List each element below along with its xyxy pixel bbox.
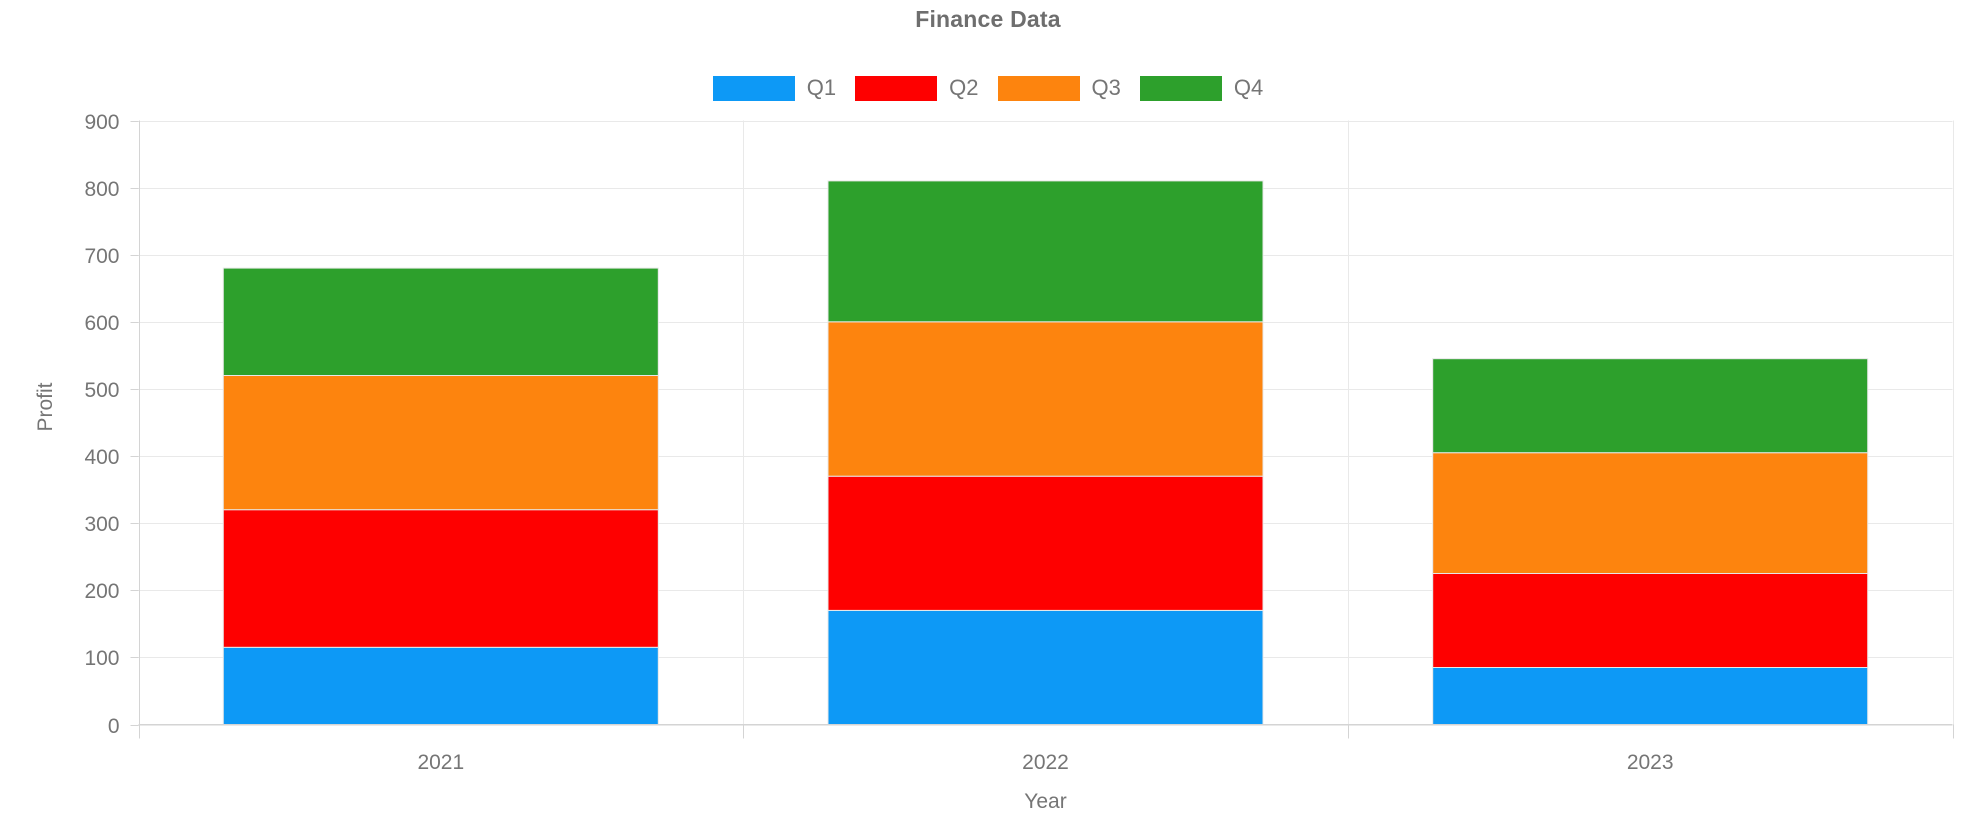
x-axis-title: Year: [1024, 790, 1067, 813]
y-tick-label-900: 900: [84, 111, 119, 134]
bar-2021-q2-segment[interactable]: [222, 509, 659, 648]
legend: Q1 Q2 Q3 Q4: [0, 72, 1976, 104]
y-tick-label-700: 700: [84, 245, 119, 268]
bar-2023-q3-segment[interactable]: [1432, 452, 1869, 575]
y-tick-label-500: 500: [84, 379, 119, 402]
legend-label-q3: Q3: [1091, 75, 1121, 100]
legend-label-q2: Q2: [949, 75, 979, 100]
x-tick-label-2023: 2023: [1627, 751, 1674, 774]
bar-2023-q4-segment[interactable]: [1432, 358, 1869, 454]
x-tick-label-2021: 2021: [417, 751, 464, 774]
legend-swatch-q4: [1139, 75, 1222, 101]
chart-title: Finance Data: [915, 6, 1061, 32]
y-tick-label-400: 400: [84, 446, 119, 469]
bar-2023-q1-segment[interactable]: [1432, 667, 1869, 725]
bar-2022-q4-segment[interactable]: [827, 180, 1264, 323]
bar-2023-q2-segment[interactable]: [1432, 573, 1869, 668]
legend-item-q4[interactable]: Q4: [1139, 75, 1264, 101]
y-tick-label-0: 0: [108, 715, 120, 738]
bar-2022-q1-segment[interactable]: [827, 609, 1264, 726]
legend-label-q4: Q4: [1233, 75, 1264, 100]
y-tick-label-200: 200: [84, 580, 119, 603]
legend-item-q2[interactable]: Q2: [855, 75, 979, 101]
bar-2021-q3-segment[interactable]: [222, 375, 659, 511]
legend-swatch-q1: [712, 75, 795, 101]
y-tick-label-300: 300: [84, 513, 119, 536]
bar-2021-q1-segment[interactable]: [222, 646, 659, 725]
legend-label-q1: Q1: [806, 75, 837, 100]
bar-2021-q4-segment[interactable]: [222, 267, 659, 377]
y-tick-label-800: 800: [84, 178, 119, 201]
x-tick-label-2022: 2022: [1022, 751, 1069, 774]
bar-2022-q2-segment[interactable]: [827, 475, 1264, 611]
legend-swatch-q3: [997, 75, 1080, 101]
y-tick-label-100: 100: [84, 647, 119, 670]
legend-item-q3[interactable]: Q3: [997, 75, 1121, 101]
legend-item-q1[interactable]: Q1: [712, 75, 837, 101]
legend-swatch-q2: [855, 75, 938, 101]
y-axis-title: Profit: [34, 382, 57, 432]
bar-2022-q3-segment[interactable]: [827, 321, 1264, 477]
y-tick-label-600: 600: [84, 312, 119, 335]
